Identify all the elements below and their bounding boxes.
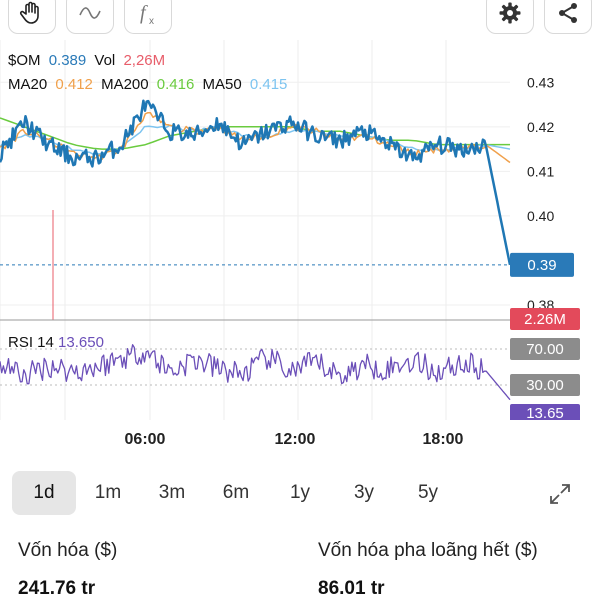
expand-icon[interactable] [548, 482, 572, 506]
symbol-label: $OM [8, 52, 41, 69]
svg-text:f: f [140, 2, 148, 24]
hand-icon[interactable] [8, 0, 56, 34]
market-cap-value: 241.76 tr [18, 578, 96, 599]
ma50-label: MA50 [202, 76, 242, 93]
time-axis-label: 18:00 [423, 431, 464, 448]
ma200-value: 0.416 [156, 76, 195, 93]
tab-6m[interactable]: 6m [222, 482, 250, 503]
time-axis-bg [0, 420, 600, 460]
price-tag: 0.39 [510, 252, 574, 277]
rsi-value: 13.650 [58, 334, 104, 351]
time-axis-label: 12:00 [275, 431, 316, 448]
rsi-70-tag: 70.00 [510, 338, 580, 360]
fdv-value: 86.01 tr [318, 578, 385, 599]
time-range-tabs: 1d 1m 3m 6m 1y 3y 5y [12, 470, 460, 516]
ma200-line [0, 117, 510, 150]
market-cap-label: Vốn hóa ($) [18, 540, 118, 561]
rsi-70-tag-text: 70.00 [526, 341, 564, 358]
price-tick-label: 0.40 [527, 208, 554, 224]
gear-icon[interactable] [486, 0, 534, 34]
time-axis-label: 06:00 [125, 431, 166, 448]
curve-icon[interactable] [66, 0, 114, 34]
rsi-current-tag: 13.65 [510, 404, 580, 422]
tab-5y[interactable]: 5y [417, 482, 439, 503]
price-line [0, 99, 512, 266]
svg-text:x: x [149, 16, 154, 27]
rsi-line [0, 344, 511, 401]
tab-1d[interactable]: 1d [12, 471, 76, 515]
legend-price-row: $OM 0.389 Vol 2,26M [8, 52, 169, 69]
rsi-30-tag-bg [510, 374, 580, 396]
price-tick-label: 0.42 [527, 119, 554, 135]
rsi-label-text: RSI 14 [8, 334, 54, 351]
volume-tag: 2.26M [510, 308, 580, 330]
legend-ma-row: MA20 0.412 MA200 0.416 MA50 0.415 [8, 76, 291, 93]
share-icon[interactable] [544, 0, 592, 34]
price-tick-label: 0.41 [527, 163, 554, 179]
rsi-30-tag-text: 30.00 [526, 377, 564, 394]
volume-tag-text: 2.26M [524, 311, 566, 328]
volume-label: Vol [94, 52, 116, 69]
price-value: 0.389 [48, 52, 87, 69]
fdv-stat: Vốn hóa pha loãng hết ($) 86.01 tr [318, 540, 538, 600]
ma20-value: 0.412 [55, 76, 93, 93]
tab-1m[interactable]: 1m [94, 482, 122, 503]
ma50-value: 0.415 [249, 76, 288, 93]
price-tick-label: 0.43 [527, 74, 554, 90]
price-tag-bg [510, 252, 574, 277]
tab-3y[interactable]: 3y [353, 482, 375, 503]
rsi-current-tag-text: 13.65 [526, 405, 564, 422]
fdv-label: Vốn hóa pha loãng hết ($) [318, 540, 538, 561]
rsi-30-tag: 30.00 [510, 374, 580, 396]
chart-area[interactable]: 0.43 0.42 0.41 0.40 0.38 0.39 2.26M 70.00 30.00 1… [0, 40, 600, 460]
tab-3m[interactable]: 3m [158, 482, 186, 503]
market-cap-stat: Vốn hóa ($) 241.76 tr [18, 540, 117, 600]
rsi-current-tag-bg [510, 404, 580, 422]
ma20-label: MA20 [8, 76, 48, 93]
volume-value: 2,26M [123, 52, 166, 69]
function-icon[interactable]: f x [124, 0, 172, 34]
rsi-legend: RSI 14 13.650 [8, 334, 104, 351]
tab-1y[interactable]: 1y [289, 482, 311, 503]
rsi-70-tag-bg [510, 338, 580, 360]
volume-tag-bg [510, 308, 580, 330]
price-chart[interactable]: 0.430.420.410.400.380.392.26M70.0030.001… [0, 40, 600, 460]
top-toolbar: f x [0, 0, 600, 40]
price-tag-text: 0.39 [527, 257, 556, 274]
ma200-label: MA200 [101, 76, 149, 93]
